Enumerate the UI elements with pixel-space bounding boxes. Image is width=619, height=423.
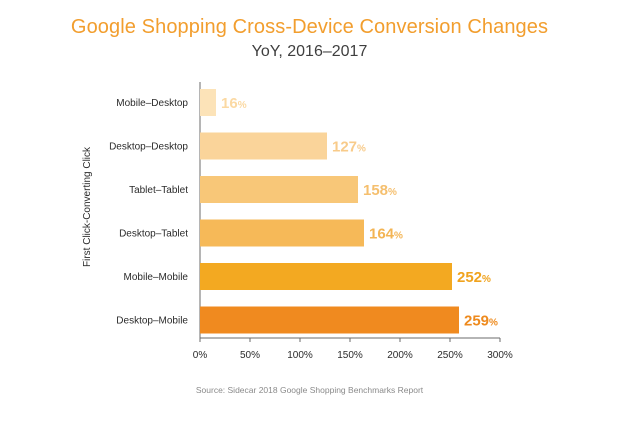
x-tick-label: 250%: [437, 350, 463, 361]
category-label: Desktop–Mobile: [116, 316, 188, 327]
bar-5: [200, 306, 459, 334]
x-tick-label: 50%: [240, 350, 260, 361]
category-label: Desktop–Desktop: [109, 142, 188, 153]
bar-4: [200, 263, 452, 290]
category-labels: Mobile–Desktop Desktop–Desktop Tablet–Tabl…: [109, 98, 188, 327]
chart-subtitle: YoY, 2016–2017: [251, 43, 368, 60]
value-label: 164%: [369, 226, 403, 243]
x-tick-labels: 0% 50% 100% 150% 200% 250% 300%: [193, 338, 513, 361]
value-label: 16%: [221, 95, 247, 112]
x-tick-label: 150%: [337, 350, 363, 361]
chart-bars: [200, 89, 459, 334]
value-labels: 16% 127% 158% 164% 252% 259%: [221, 95, 498, 330]
value-label: 158%: [363, 182, 397, 199]
x-tick-label: 300%: [487, 350, 513, 361]
x-tick-label: 200%: [387, 350, 413, 361]
y-axis-label: First Click-Converting Click: [82, 146, 93, 267]
category-label: Mobile–Desktop: [116, 98, 188, 109]
bar-1: [200, 132, 327, 160]
value-label: 127%: [332, 139, 366, 156]
value-label: 259%: [464, 313, 498, 330]
bar-3: [200, 219, 364, 247]
bar-2: [200, 176, 358, 203]
category-label: Mobile–Mobile: [124, 272, 189, 283]
chart-title: Google Shopping Cross-Device Conversion …: [70, 16, 549, 38]
category-label: Desktop–Tablet: [119, 229, 188, 240]
x-tick-label: 100%: [287, 350, 313, 361]
chart-axes: [199, 82, 500, 339]
source-note: Source: Sidecar 2018 Google Shopping Ben…: [195, 385, 424, 395]
x-tick-label: 0%: [193, 350, 208, 361]
category-label: Tablet–Tablet: [129, 185, 188, 196]
value-label: 252%: [457, 269, 491, 286]
bar-0: [200, 89, 216, 116]
